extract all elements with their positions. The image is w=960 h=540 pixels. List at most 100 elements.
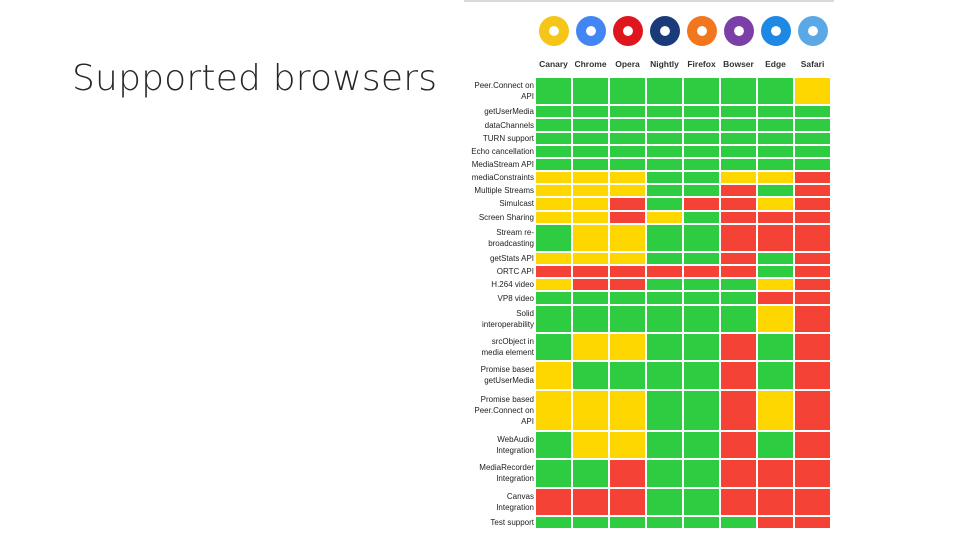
browser-header-chrome: Chrome (574, 59, 607, 69)
feature-label: TURN support (462, 133, 534, 144)
browser-header-edge: Edge (765, 59, 786, 69)
feature-label-line: dataChannels (484, 120, 534, 130)
support-cell-safari (795, 390, 830, 430)
support-cell-safari (795, 516, 830, 528)
support-cell-opera (610, 198, 645, 210)
support-cell-safari (795, 78, 830, 105)
feature-label-line: Promise based (480, 365, 534, 375)
support-cell-bowser (721, 390, 756, 430)
feature-label-line: Stream re- (496, 227, 534, 237)
support-cell-nightly (647, 292, 682, 304)
support-cell-chrome (573, 266, 608, 278)
support-cell-edge (758, 145, 793, 157)
support-cell-canary (536, 106, 571, 118)
support-cell-edge (758, 292, 793, 304)
support-cell-safari (795, 266, 830, 278)
feature-label-line: getUserMedia (484, 376, 534, 386)
support-cell-edge (758, 198, 793, 210)
support-cell-chrome (573, 431, 608, 459)
feature-label: MediaStream API (462, 159, 534, 170)
safari-icon (797, 16, 828, 46)
support-cell-opera (610, 516, 645, 528)
browser-header-canary: Canary (539, 59, 568, 69)
feature-label: VP8 video (462, 292, 534, 303)
feature-label: getUserMedia (462, 106, 534, 117)
support-cell-canary (536, 185, 571, 197)
support-cell-safari (795, 362, 830, 389)
bowser-icon (723, 16, 754, 46)
support-cell-canary (536, 132, 571, 144)
support-cell-safari (795, 198, 830, 210)
support-cell-nightly (647, 78, 682, 105)
support-cell-firefox (684, 266, 719, 278)
support-cell-chrome (573, 488, 608, 515)
feature-label-line: Screen Sharing (478, 212, 534, 222)
support-cell-chrome (573, 305, 608, 332)
support-cell-edge (758, 172, 793, 184)
support-cell-opera (610, 119, 645, 131)
feature-label-line: getUserMedia (484, 107, 534, 117)
support-cell-safari (795, 292, 830, 304)
support-cell-chrome (573, 211, 608, 223)
support-cell-edge (758, 119, 793, 131)
feature-label: Test support (462, 517, 534, 528)
feature-label: Canvas Integration (462, 489, 534, 515)
browser-header-nightly: Nightly (650, 59, 679, 69)
support-cell-opera (610, 172, 645, 184)
support-cell-edge (758, 362, 793, 389)
support-cell-bowser (721, 460, 756, 487)
support-cell-firefox (684, 333, 719, 361)
support-cell-safari (795, 253, 830, 265)
support-cell-bowser (721, 158, 756, 171)
support-cell-nightly (647, 266, 682, 278)
support-cell-firefox (684, 362, 719, 389)
support-cell-canary (536, 516, 571, 528)
support-cell-firefox (684, 211, 719, 223)
feature-label-line: Multiple Streams (474, 186, 534, 196)
support-cell-opera (610, 305, 645, 332)
support-cell-safari (795, 224, 830, 251)
feature-label: mediaConstraints (462, 172, 534, 183)
support-cell-nightly (647, 431, 682, 459)
support-cell-firefox (684, 132, 719, 144)
feature-label-line: Test support (490, 517, 534, 527)
feature-label-line: MediaRecorder (479, 463, 534, 473)
opera-icon (612, 16, 643, 46)
feature-label: Promise based Peer.Connect on API (462, 391, 534, 430)
feature-label-line: API (521, 92, 534, 102)
support-cell-opera (610, 431, 645, 459)
support-cell-opera (610, 185, 645, 197)
support-cell-opera (610, 390, 645, 430)
support-cell-bowser (721, 305, 756, 332)
browser-support-table: Canary Chrome Opera Nightly Firefox Bowser Edg… (462, 0, 834, 540)
feature-label: srcObject in media element (462, 334, 534, 360)
support-cell-nightly (647, 132, 682, 144)
feature-label-line: Integration (496, 474, 534, 484)
support-cell-nightly (647, 516, 682, 528)
feature-label-line: getStats API (489, 254, 534, 264)
firefox-icon (686, 16, 717, 46)
support-cell-edge (758, 305, 793, 332)
nightly-icon (649, 16, 680, 46)
support-cell-edge (758, 516, 793, 528)
support-cell-canary (536, 292, 571, 304)
support-cell-bowser (721, 119, 756, 131)
support-cell-canary (536, 488, 571, 515)
support-cell-safari (795, 333, 830, 361)
support-cell-chrome (573, 158, 608, 171)
feature-label: Promise based getUserMedia (462, 362, 534, 388)
support-cell-bowser (721, 266, 756, 278)
support-cell-canary (536, 390, 571, 430)
support-cell-edge (758, 460, 793, 487)
support-cell-edge (758, 106, 793, 118)
support-cell-firefox (684, 78, 719, 105)
support-cell-firefox (684, 224, 719, 251)
support-cell-safari (795, 132, 830, 144)
support-cell-safari (795, 185, 830, 197)
support-cell-firefox (684, 185, 719, 197)
feature-label-line: Simulcast (499, 199, 534, 209)
support-cell-nightly (647, 305, 682, 332)
support-cell-canary (536, 460, 571, 487)
support-cell-edge (758, 333, 793, 361)
support-cell-chrome (573, 145, 608, 157)
